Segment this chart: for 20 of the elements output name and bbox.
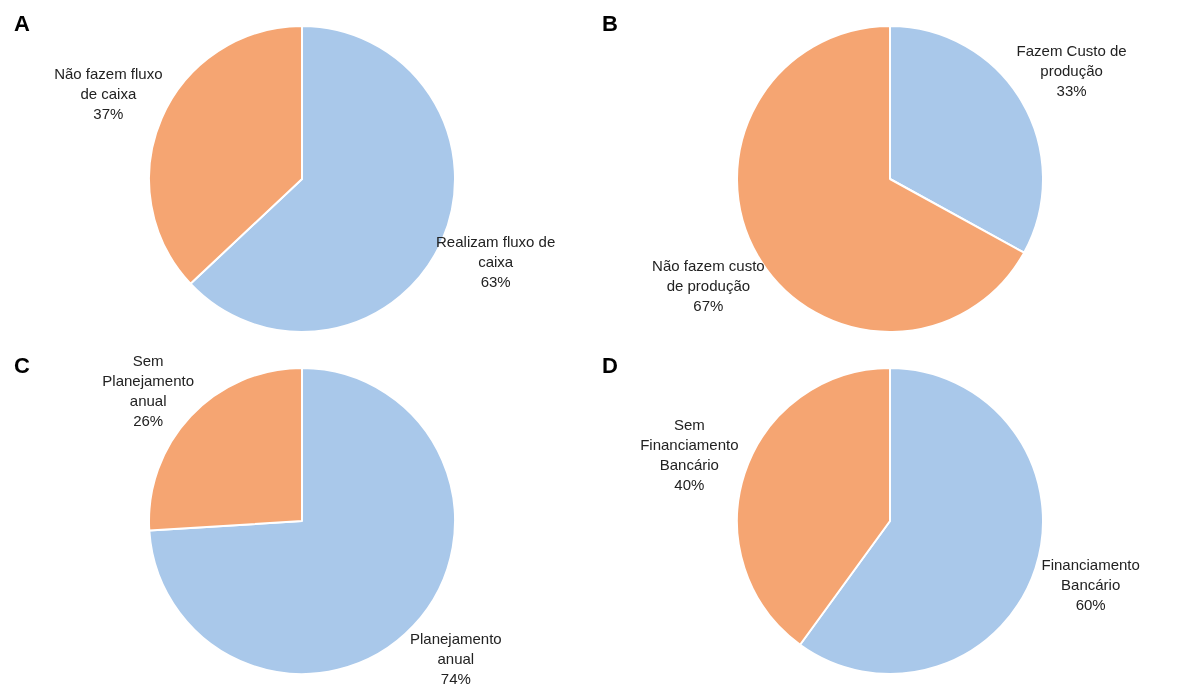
chart-title: D [602,353,618,379]
slice-label: Fazem Custo de produção [1016,41,1127,79]
slice-label: Financiamento Bancário [1041,556,1140,594]
slice-label: Não fazem fluxo de caixa [54,65,163,103]
chart-title: C [14,353,30,379]
data-label: 26% [133,412,164,430]
slice-label: Sem Financiamento Bancário [640,415,739,473]
data-label: 33% [1056,81,1087,99]
chart-title: A [14,11,30,37]
slice-label: Planejamento anual [409,630,502,668]
data-label: 37% [93,105,124,123]
data-label: 60% [1075,596,1106,614]
data-label: 40% [674,475,705,493]
data-label: 74% [440,670,471,688]
data-label: 67% [693,296,724,314]
slice-label: Sem Planejamento anual [102,352,195,410]
slice-label: Realizam fluxo de caixa [436,232,556,270]
data-label: 63% [480,272,511,290]
chart-title: B [602,11,618,37]
slice-label: Não fazem custo de produção [652,256,765,294]
